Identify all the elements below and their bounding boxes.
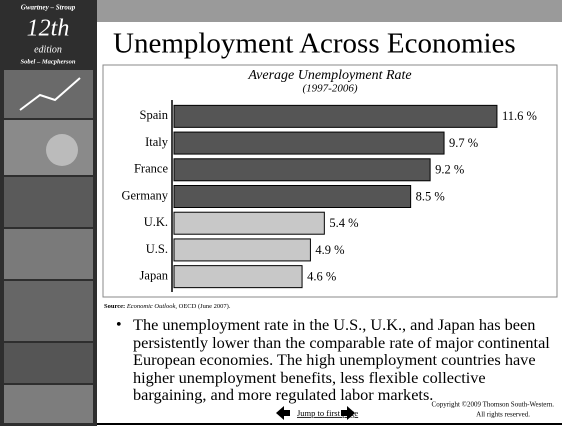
nav-link[interactable]: Jump to first page (297, 408, 358, 418)
bar (173, 211, 325, 235)
bullet-text: The unemployment rate in the U.S., U.K.,… (133, 315, 550, 405)
sidebar-image (4, 177, 93, 227)
source-title: Economic Outlook (126, 303, 176, 310)
value-label: 5.4 % (329, 216, 358, 230)
bar (173, 104, 498, 128)
slide-title: Unemployment Across Economies (113, 28, 516, 60)
value-label: 4.6 % (307, 270, 336, 284)
category-label: Japan (140, 269, 169, 283)
bar (173, 131, 445, 155)
sidebar-image (4, 343, 93, 383)
sidebar-arrow (19, 77, 81, 111)
category-label: Germany (121, 188, 168, 202)
category-label: U.S. (146, 242, 168, 256)
sidebar-image (4, 385, 93, 423)
source-label: Source: (104, 303, 125, 310)
copyright: All rights reserved. (476, 411, 530, 419)
sidebar-authors: Gwartney – Stroup (21, 4, 76, 12)
value-label: 8.5 % (416, 189, 445, 203)
chart-title: Average Unemployment Rate (247, 68, 411, 83)
value-label: 9.2 % (435, 163, 464, 177)
bar (173, 265, 303, 289)
sidebar-pie (46, 134, 78, 166)
nav-arrow-left[interactable] (276, 406, 290, 420)
top-bar (97, 0, 562, 22)
sidebar-edition: edition (34, 44, 62, 55)
bar (173, 158, 431, 182)
chart-subtitle: (1997-2006) (303, 83, 358, 95)
copyright: Copyright ©2009 Thomson South-Western. (432, 401, 555, 409)
sidebar-edition-number: 12th (27, 16, 70, 42)
nav-arrow-right[interactable] (341, 406, 355, 420)
value-label: 11.6 % (502, 109, 537, 123)
value-label: 9.7 % (449, 136, 478, 150)
category-label: U.K. (144, 215, 168, 229)
sidebar-image (4, 229, 93, 279)
category-label: Spain (140, 108, 169, 122)
bar (173, 185, 412, 208)
sidebar-image (4, 281, 93, 341)
source-rest: , OECD (June 2007). (175, 303, 230, 310)
bar (173, 238, 311, 262)
bullet-dot: • (116, 317, 122, 334)
category-label: Italy (145, 135, 169, 149)
sidebar-authors: Sobel – Macpherson (21, 58, 76, 65)
source: Source: Economic Outlook, OECD (June 200… (104, 303, 231, 310)
sidebar-image (4, 70, 93, 118)
value-label: 4.9 % (315, 243, 344, 257)
category-label: France (134, 162, 168, 176)
